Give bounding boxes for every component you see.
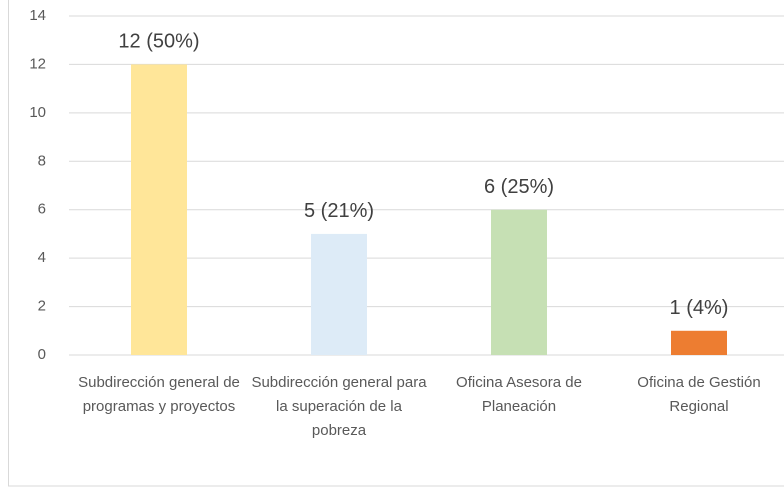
data-label: 5 (21%) [304, 200, 374, 222]
bar [491, 209, 547, 355]
x-tick-label: Oficina Asesora de Planeación [456, 374, 582, 415]
x-tick-label: Oficina de Gestión Regional [637, 374, 761, 415]
chart-border [8, 0, 784, 487]
y-tick-label: 8 [38, 152, 46, 169]
x-tick-label: Subdirección general para la superación … [251, 374, 427, 439]
y-tick-label: 2 [38, 298, 46, 315]
bar [131, 64, 187, 355]
x-label-box: Subdirección general para la superación … [251, 374, 427, 439]
y-tick-label: 12 [29, 55, 46, 72]
y-tick-label: 0 [38, 346, 46, 363]
data-label: 12 (50%) [118, 31, 199, 53]
y-tick-label: 10 [29, 104, 46, 121]
y-tick-label: 14 [29, 7, 46, 24]
bar [671, 330, 727, 355]
x-tick-label: Subdirección general de programas y proy… [78, 374, 240, 415]
x-label-box: Oficina Asesora de Planeación [456, 374, 582, 415]
x-label-box: Subdirección general de programas y proy… [78, 374, 240, 415]
y-tick-label: 4 [38, 249, 46, 266]
data-label: 1 (4%) [670, 297, 729, 319]
y-tick-label: 6 [38, 201, 46, 218]
bar [311, 233, 367, 355]
x-label-box: Oficina de Gestión Regional [637, 374, 761, 415]
data-label: 6 (25%) [484, 176, 554, 198]
